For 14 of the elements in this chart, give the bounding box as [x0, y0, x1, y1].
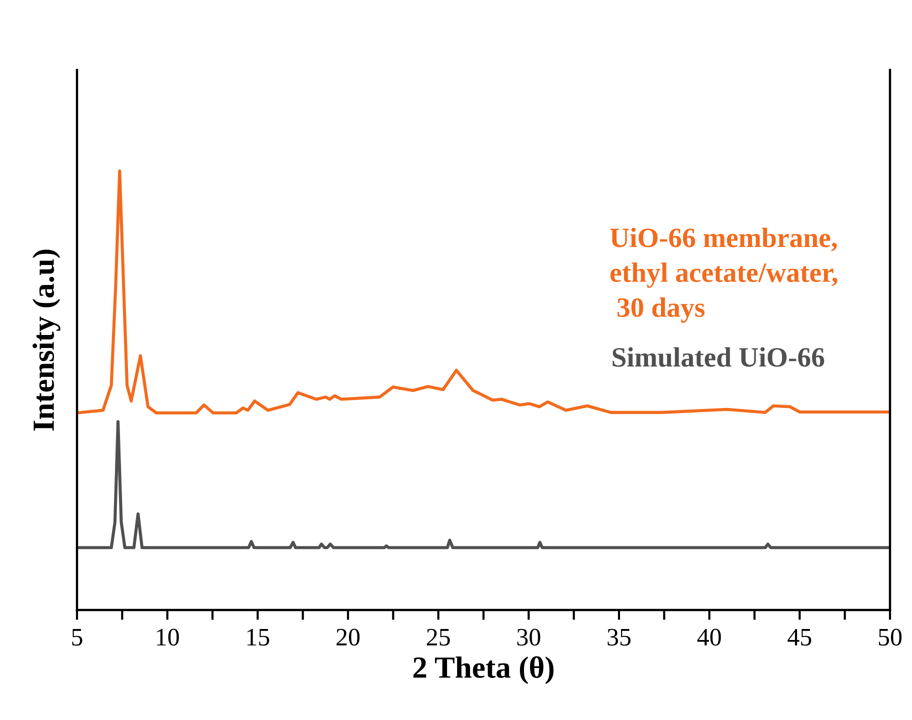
x-axis-title: 2 Theta (θ) [413, 656, 554, 684]
x-tick-label: 15 [247, 628, 270, 646]
x-tick-label: 20 [336, 628, 360, 646]
x-tick-label: 30 [517, 628, 540, 646]
y-axis-title: Intensity (a.u) [32, 250, 60, 431]
x-tick-label: 10 [157, 628, 179, 646]
x-tick-label: 35 [608, 628, 631, 646]
x-tick-label: 40 [697, 628, 721, 646]
text: Simulated UiO-66 [612, 347, 824, 367]
x-tick-label: 5 [72, 629, 82, 646]
x-tick-label: 50 [878, 628, 902, 646]
text: UiO-66 membrane, ethyl acetate/water, 30 days [610, 228, 838, 323]
x-tick-label: 45 [788, 628, 812, 646]
x-tick-label: 25 [426, 628, 450, 646]
